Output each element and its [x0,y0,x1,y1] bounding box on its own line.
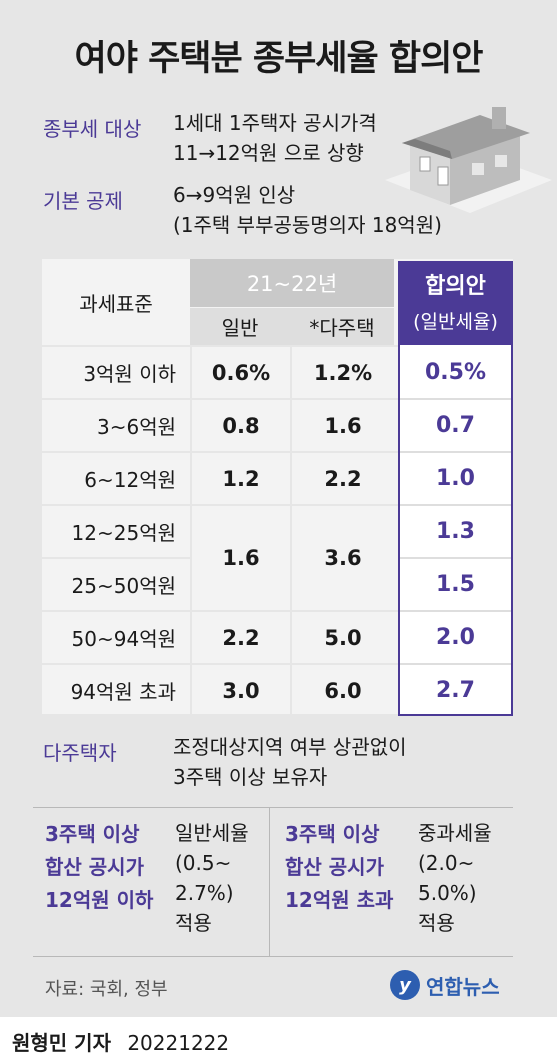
row-label: 6~12억원 [84,468,176,492]
right-desc-line: (2.0~ [418,851,475,875]
header-period: 21~22년 [246,272,338,296]
left-desc-line: 일반세율 [175,821,249,845]
multi-owner-line2: 3주택 이상 보유자 [173,765,328,789]
yonhap-logo: y 연합뉴스 [390,970,500,1000]
page-title: 여야 주택분 종부세율 합의안 [74,39,484,79]
target-line1: 1세대 1주택자 공시가격 [173,111,377,135]
agreement-rate: 1.3 [436,519,475,544]
left-desc-line: (0.5~ [175,851,232,875]
left-condition-line: 합산 공시가 [45,855,144,879]
infographic-card: 여야 주택분 종부세율 합의안 종부세 대상 1세대 1주택자 공시가격 11→… [0,0,557,1017]
general-rate: 1.2 [222,466,260,491]
general-rate: 0.6% [211,360,271,385]
general-rate-merged: 1.6 [222,546,260,570]
multi-owner-line1: 조정대상지역 여부 상관없이 [173,735,407,759]
left-desc-line: 적용 [175,911,212,935]
right-desc-line: 중과세율 [418,821,492,845]
row-label: 25~50억원 [71,574,176,598]
target-label: 종부세 대상 [43,117,142,141]
right-desc-line: 5.0%) [418,881,477,905]
general-rate: 0.8 [222,413,260,438]
left-condition-line: 12억원 이하 [45,888,154,912]
source-note: 자료: 국회, 정부 [45,979,168,1000]
row-label: 12~25억원 [71,521,176,545]
agreement-subtitle: (일반세율) [413,310,498,333]
row-label: 50~94억원 [71,627,176,651]
agreement-rate: 0.5% [424,360,486,385]
multi-owner-label: 다주택자 [43,741,117,765]
row-label: 3~6억원 [96,415,176,439]
header-general: 일반 [221,315,259,340]
right-condition-line: 3주택 이상 [285,822,380,846]
agreement-rate: 2.7 [436,678,475,703]
reporter-name: 원형민 기자 [12,1031,111,1055]
logo-text: 연합뉴스 [426,974,500,999]
bottom-conditions: 3주택 이상 합산 공시가 12억원 이하 일반세율 (0.5~ 2.7%) 적… [33,807,513,957]
multi-rate-merged: 3.6 [324,546,362,570]
row-label: 94억원 초과 [70,680,176,704]
agreement-header [398,261,513,345]
agreement-title: 합의안 [425,274,486,299]
agreement-rate: 2.0 [436,625,475,650]
agreement-rate: 1.0 [436,466,475,491]
header-multi: *다주택 [309,315,375,340]
multi-rate: 5.0 [324,625,362,650]
tax-rate-table: 과세표준 21~22년 일반 *다주택 합의안 (일반세율) 3억원 이하 3~… [42,259,513,716]
header-tax-base: 과세표준 [79,291,153,316]
left-desc-line: 2.7%) [175,881,234,905]
multi-rate: 6.0 [324,678,362,703]
right-condition-line: 12억원 초과 [285,888,394,912]
multi-rate: 2.2 [324,466,362,491]
yonhap-logo-icon: y [390,970,420,1000]
agreement-rate: 1.5 [436,572,475,597]
deduction-label: 기본 공제 [43,189,123,213]
target-line2: 11→12억원 으로 상향 [173,141,364,165]
multi-rate: 1.6 [324,413,362,438]
left-condition-line: 3주택 이상 [45,822,140,846]
house-icon [385,107,552,213]
right-desc-line: 적용 [418,911,455,935]
multi-rate: 1.2% [313,360,373,385]
agreement-rate: 0.7 [436,413,475,438]
deduction-line1: 6→9억원 인상 [173,183,296,207]
general-rate: 2.2 [222,625,260,650]
general-rate: 3.0 [222,678,260,703]
deduction-line2: (1주택 부부공동명의자 18억원) [173,213,442,237]
row-label: 3억원 이하 [83,362,176,386]
publish-date: 20221222 [127,1031,230,1055]
footer: 원형민 기자 20221222 [12,1027,229,1056]
right-condition-line: 합산 공시가 [285,855,384,879]
